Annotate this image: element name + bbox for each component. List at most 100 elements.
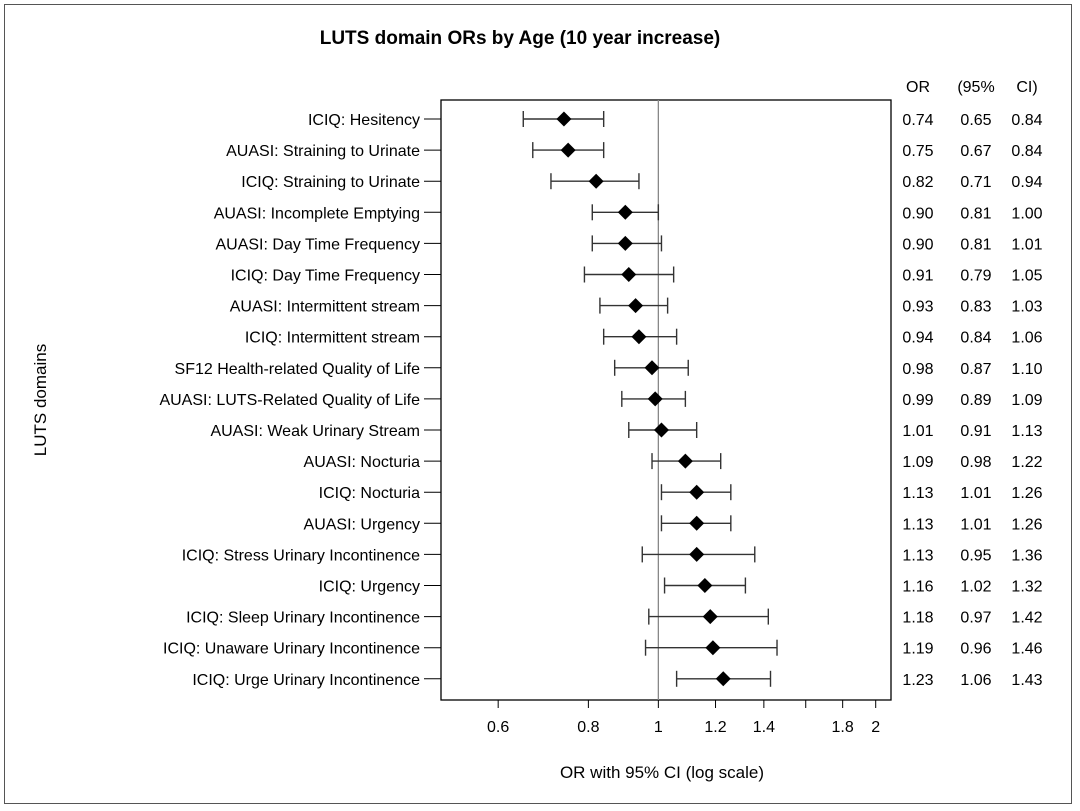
table-ci-high-value: 1.06 (1011, 330, 1042, 347)
table-ci-low-value: 0.67 (960, 143, 991, 160)
row-label: AUASI: Incomplete Emptying (214, 205, 420, 222)
table-or-value: 1.18 (902, 610, 933, 627)
table-ci-high-value: 0.94 (1011, 174, 1042, 191)
table-ci-low-value: 1.01 (960, 485, 991, 502)
table-ci-high-value: 1.01 (1011, 236, 1042, 253)
table-ci-high-value: 1.13 (1011, 423, 1042, 440)
table-ci-low-value: 1.06 (960, 672, 991, 689)
or-point-marker (617, 235, 633, 251)
table-or-value: 0.94 (902, 330, 933, 347)
table-ci-high-value: 1.32 (1011, 579, 1042, 596)
table-ci-low-value: 0.95 (960, 547, 991, 564)
or-point-marker (689, 546, 705, 562)
table-or-value: 0.90 (902, 236, 933, 253)
table-ci-low-value: 0.81 (960, 236, 991, 253)
table-or-value: 0.75 (902, 143, 933, 160)
table-or-value: 1.09 (902, 454, 933, 471)
x-tick-label: 0.8 (577, 719, 599, 736)
table-ci-high-value: 1.03 (1011, 299, 1042, 316)
table-ci-high-value: 1.46 (1011, 641, 1042, 658)
or-point-marker (628, 298, 644, 314)
table-ci-high-value: 1.36 (1011, 547, 1042, 564)
or-point-marker (617, 204, 633, 220)
or-point-marker (702, 609, 718, 625)
table-or-value: 1.19 (902, 641, 933, 658)
table-or-value: 1.16 (902, 579, 933, 596)
table-or-value: 0.74 (902, 112, 933, 129)
table-or-value: 0.91 (902, 268, 933, 285)
table-ci-low-value: 0.98 (960, 454, 991, 471)
or-point-marker (697, 578, 713, 593)
table-ci-low-value: 0.71 (960, 174, 991, 191)
row-label: AUASI: Intermittent stream (230, 299, 420, 316)
or-point-marker (644, 360, 660, 376)
or-point-marker (647, 391, 663, 407)
row-label: AUASI: Nocturia (304, 454, 421, 471)
row-label: ICIQ: Stress Urinary Incontinence (182, 547, 420, 564)
table-header-ci-high: CI) (1016, 79, 1037, 96)
or-point-marker (621, 267, 637, 282)
row-label: AUASI: LUTS-Related Quality of Life (159, 392, 420, 409)
row-label: ICIQ: Sleep Urinary Incontinence (186, 610, 420, 627)
or-point-marker (653, 422, 669, 438)
table-ci-low-value: 0.87 (960, 361, 991, 378)
row-label: ICIQ: Unaware Urinary Incontinence (163, 641, 420, 658)
x-tick-label: 0.6 (487, 719, 509, 736)
row-label: ICIQ: Straining to Urinate (241, 174, 420, 191)
table-ci-high-value: 1.10 (1011, 361, 1042, 378)
x-tick-label: 1.8 (832, 719, 854, 736)
table-ci-low-value: 0.79 (960, 268, 991, 285)
row-label: AUASI: Urgency (304, 516, 420, 533)
or-point-marker (705, 640, 721, 656)
table-ci-high-value: 1.43 (1011, 672, 1042, 689)
table-or-value: 1.01 (902, 423, 933, 440)
table-ci-low-value: 0.84 (960, 330, 991, 347)
x-axis-label: OR with 95% CI (log scale) (560, 763, 764, 782)
table-ci-low-value: 0.97 (960, 610, 991, 627)
row-label: ICIQ: Hesitency (308, 112, 420, 129)
table-header-ci-low: (95% (957, 79, 994, 96)
table-or-value: 1.13 (902, 485, 933, 502)
table-or-value: 0.90 (902, 205, 933, 222)
table-ci-low-value: 0.96 (960, 641, 991, 658)
table-ci-low-value: 0.83 (960, 299, 991, 316)
table-ci-high-value: 1.26 (1011, 485, 1042, 502)
chart-frame (4, 4, 1072, 804)
table-ci-high-value: 0.84 (1011, 112, 1042, 129)
row-label: SF12 Health-related Quality of Life (175, 361, 421, 378)
or-point-marker (560, 142, 576, 158)
or-point-marker (715, 671, 731, 687)
table-ci-high-value: 1.09 (1011, 392, 1042, 409)
table-or-value: 1.23 (902, 672, 933, 689)
table-ci-high-value: 1.05 (1011, 268, 1042, 285)
y-axis-label: LUTS domains (31, 344, 50, 456)
table-ci-high-value: 1.42 (1011, 610, 1042, 627)
or-point-marker (556, 111, 572, 127)
table-or-value: 0.82 (902, 174, 933, 191)
row-label: ICIQ: Nocturia (319, 485, 420, 502)
or-point-marker (689, 484, 705, 500)
table-or-value: 1.13 (902, 516, 933, 533)
table-ci-low-value: 0.65 (960, 112, 991, 129)
table-ci-low-value: 1.01 (960, 516, 991, 533)
table-or-value: 0.93 (902, 299, 933, 316)
table-or-value: 0.98 (902, 361, 933, 378)
or-point-marker (677, 453, 693, 469)
table-ci-high-value: 1.00 (1011, 205, 1042, 222)
row-label: AUASI: Day Time Frequency (215, 236, 420, 253)
table-or-value: 0.99 (902, 392, 933, 409)
plot-area-border (440, 99, 892, 701)
or-point-marker (689, 515, 705, 531)
x-tick-label: 1.4 (753, 719, 775, 736)
table-ci-high-value: 0.84 (1011, 143, 1042, 160)
row-label: ICIQ: Intermittent stream (245, 330, 420, 347)
table-ci-low-value: 0.89 (960, 392, 991, 409)
table-ci-low-value: 1.02 (960, 579, 991, 596)
table-ci-high-value: 1.26 (1011, 516, 1042, 533)
x-tick-label: 1 (654, 719, 663, 736)
row-label: ICIQ: Day Time Frequency (231, 268, 420, 285)
table-or-value: 1.13 (902, 547, 933, 564)
row-label: ICIQ: Urgency (319, 579, 420, 596)
row-label: ICIQ: Urge Urinary Incontinence (192, 672, 420, 689)
